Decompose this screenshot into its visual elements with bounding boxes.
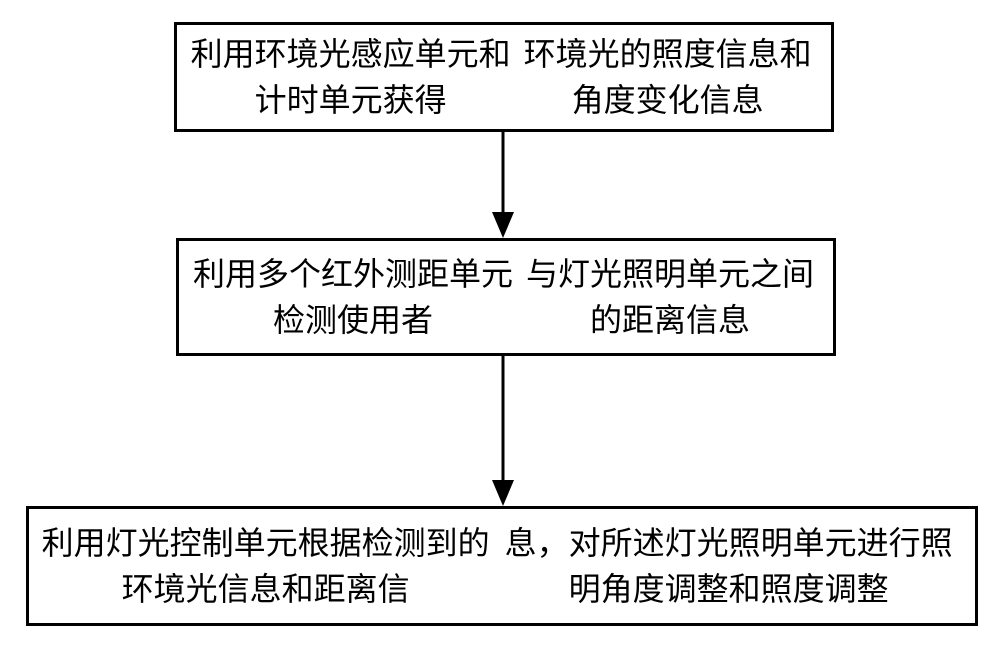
flowchart-node-text: 环境光的照度信息和角度变化信息 xyxy=(514,31,821,124)
flowchart-node: 利用环境光感应单元和计时单元获得环境光的照度信息和角度变化信息 xyxy=(174,22,834,132)
flowchart-node-text: 利用环境光感应单元和计时单元获得 xyxy=(187,31,514,124)
flowchart-node: 利用多个红外测距单元检测使用者与灯光照明单元之间的距离信息 xyxy=(176,238,836,356)
flowchart-canvas: 利用环境光感应单元和计时单元获得环境光的照度信息和角度变化信息 利用多个红外测距… xyxy=(0,0,1000,659)
flowchart-node: 利用灯光控制单元根据检测到的环境光信息和距离信息，对所述灯光照明单元进行照明角度… xyxy=(26,506,978,626)
flowchart-node-text: 与灯光照明单元之间的距离信息 xyxy=(517,251,823,344)
flowchart-node-text: 利用灯光控制单元根据检测到的环境光信息和距离信 xyxy=(39,520,492,613)
flowchart-node-text: 利用多个红外测距单元检测使用者 xyxy=(189,251,517,344)
flowchart-node-text: 息，对所述灯光照明单元进行照明角度调整和照度调整 xyxy=(492,520,965,613)
